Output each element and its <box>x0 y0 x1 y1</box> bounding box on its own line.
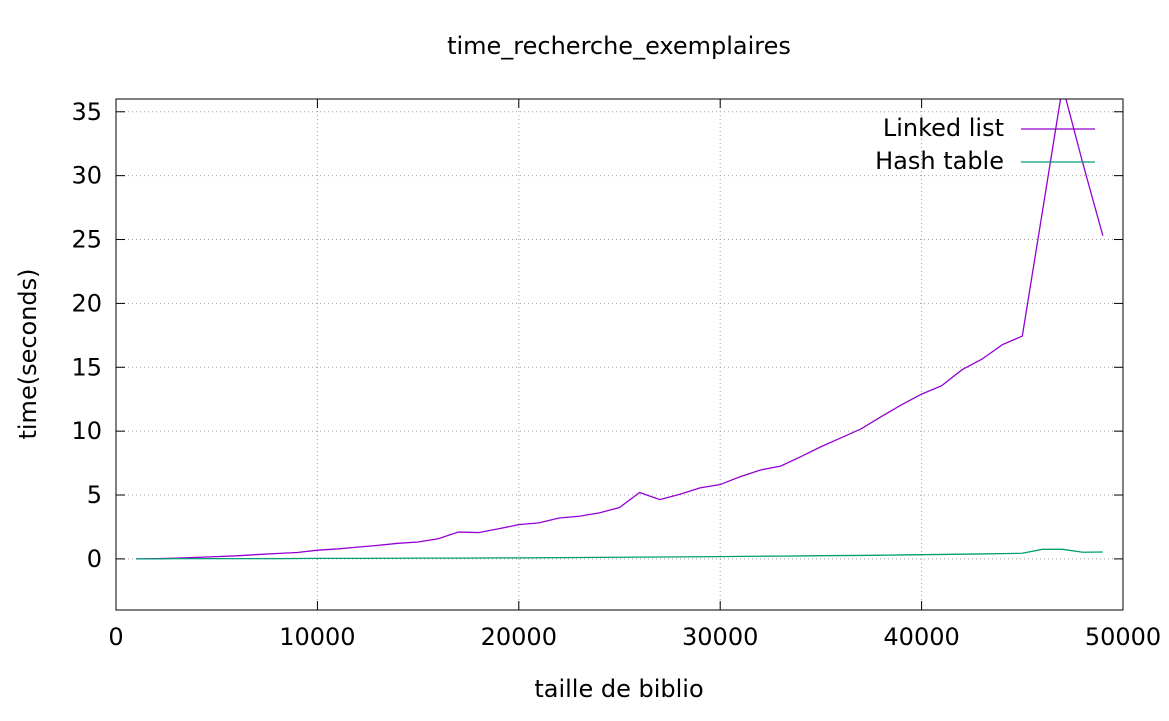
plot-frame <box>115 98 1124 611</box>
grid <box>116 99 1123 610</box>
x-tick-label: 10000 <box>279 623 355 651</box>
x-tick-label: 30000 <box>682 623 758 651</box>
y-axis-title: time(seconds) <box>14 268 42 439</box>
y-tick-label: 20 <box>71 289 102 317</box>
x-tick-label: 50000 <box>1085 623 1161 651</box>
y-tick-label: 25 <box>71 226 102 254</box>
y-tick-label: 5 <box>87 481 102 509</box>
y-tick-label: 30 <box>71 162 102 190</box>
y-tick-label: 35 <box>71 98 102 126</box>
y-tick-label: 15 <box>71 353 102 381</box>
y-tick-label: 0 <box>87 545 102 573</box>
series-layer <box>136 99 1104 560</box>
series-line-hash-table <box>136 548 1103 560</box>
ticks: 0 10000 20000 30000 40000 50000 0 5 10 15 20 25 30 35 <box>71 98 1161 651</box>
chart-title: time_recherche_exemplaires <box>447 32 791 60</box>
series-line-linked-list <box>136 99 1104 560</box>
legend-label-linked-list: Linked list <box>883 114 1004 142</box>
legend-label-hash-table: Hash table <box>875 147 1004 175</box>
x-tick-label: 20000 <box>481 623 557 651</box>
legend: Linked list Hash table <box>875 114 1095 175</box>
x-tick-label: 40000 <box>883 623 959 651</box>
x-tick-label: 0 <box>108 623 123 651</box>
y-tick-label: 10 <box>71 417 102 445</box>
x-axis-title: taille de biblio <box>534 675 703 703</box>
